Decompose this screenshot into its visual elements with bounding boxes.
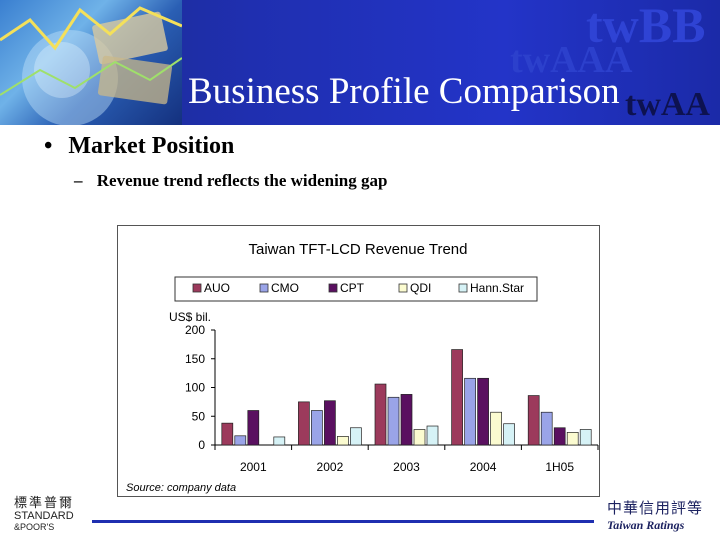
sp-chinese-name: 標準普爾 [14,495,75,510]
bar-cpt-2004 [477,377,489,446]
banner-photo-image [0,0,182,125]
x-tick-label: 1H05 [545,460,574,474]
bar-qdi-2002 [337,436,349,446]
standard-poors-logo: 標準普爾 STANDARD &POOR'S [14,492,74,532]
bar-cmo-1h05 [540,411,553,446]
x-tick-label: 2002 [317,460,344,474]
page-title: Business Profile Comparison [188,71,620,112]
legend-swatch-hann-star [458,283,468,293]
bar-cpt-1h05 [553,427,566,446]
legend-label-cmo: CMO [271,281,299,295]
bar-auo-2001 [221,422,234,446]
bar-auo-1h05 [527,395,540,446]
revenue-chart: Taiwan TFT-LCD Revenue Trend AUO CMO CPT QD… [126,241,599,494]
chart-legend [174,276,538,302]
watermark-twaaa: twAAA [510,39,633,81]
y-tick-label: 200 [185,323,205,337]
bar-cmo-2002 [311,410,323,446]
bar-cmo-2001 [234,435,247,446]
y-axis-label: US$ bil. [169,310,211,324]
header-banner: twBB twAAA twAA Business Profile Compari… [0,0,720,125]
legend-label-cpt: CPT [340,281,365,295]
y-tick-label: 50 [192,409,206,423]
bar-auo-2004 [451,349,463,446]
bar-auo-2002 [298,401,310,446]
legend-swatch-qdi [398,283,408,293]
chart-container: Taiwan TFT-LCD Revenue Trend AUO CMO CPT QD… [117,225,600,497]
tr-chinese-name: 中華信用評等 [607,501,704,517]
bar-cpt-2003 [400,394,413,446]
bar-hann-star-1h05 [579,429,592,446]
bar-cpt-2001 [247,410,260,446]
bar-qdi-1h05 [566,432,579,446]
bullet-text: Market Position [68,133,235,159]
bar-cmo-2004 [464,377,476,446]
sub-bullet-text: Revenue trend reflects the widening gap [96,171,388,190]
sub-bullet-marker: – [74,171,83,190]
footer-divider [92,520,594,523]
bar-hann-star-2002 [350,427,362,446]
x-tick-label: 2003 [393,460,420,474]
sp-name-line2: &POOR'S [14,522,55,532]
chart-source-note: Source: company data [126,482,236,494]
x-tick-label: 2001 [240,460,267,474]
bullet-point: • Market Position [44,133,234,160]
sub-bullet-point: – Revenue trend reflects the widening ga… [74,171,387,191]
taiwan-ratings-logo: 中華信用評等 Taiwan Ratings [607,497,703,533]
bar-hann-star-2003 [426,425,439,446]
bar-qdi-2004 [490,411,502,446]
legend-swatch-auo [192,283,202,293]
legend-label-qdi: QDI [410,281,431,295]
legend-label-hann-star: Hann.Star [470,281,524,295]
sp-name-line1: STANDARD [14,510,74,522]
y-tick-label: 0 [198,438,205,452]
bar-hann-star-2001 [273,436,286,446]
legend-label-auo: AUO [204,281,230,295]
bar-hann-star-2004 [503,423,515,446]
bullet-marker: • [44,133,53,159]
x-tick-label: 2004 [470,460,497,474]
legend-swatch-cpt [328,283,338,293]
watermark-twaa: twAA [625,86,710,123]
watermark-twbb: twBB [586,0,706,53]
tr-english-name: Taiwan Ratings [607,518,685,532]
legend-swatch-cmo [259,283,269,293]
y-tick-label: 150 [185,352,205,366]
bar-cmo-2003 [387,396,400,446]
bar-cpt-2002 [324,400,336,446]
chart-title: Taiwan TFT-LCD Revenue Trend [249,241,468,258]
bar-qdi-2003 [413,429,426,446]
y-tick-label: 100 [185,381,205,395]
bar-auo-2003 [374,383,387,446]
